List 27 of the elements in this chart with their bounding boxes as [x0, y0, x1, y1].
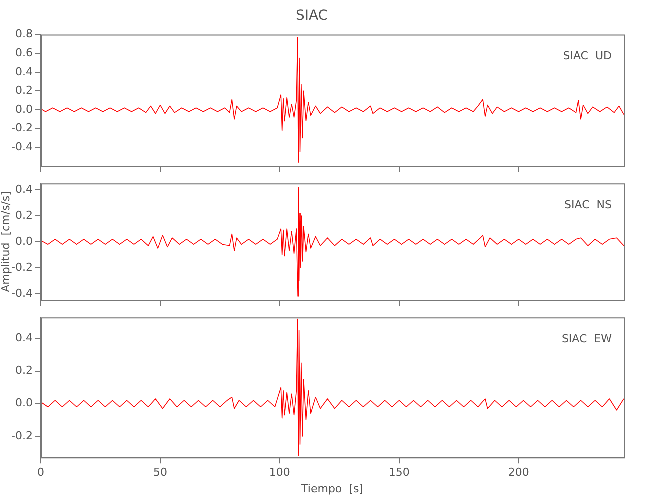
y-tick-label: 0.8 — [16, 28, 33, 41]
y-tick-label: -0.2 — [12, 260, 33, 274]
y-axis-title: Amplitud [cm/s/s] — [0, 192, 12, 292]
annotation: SIAC EW — [562, 332, 612, 346]
chart-title: SIAC — [296, 8, 328, 24]
x-tick-label: 150 — [388, 466, 410, 480]
x-tick-label: 100 — [269, 466, 290, 480]
x-tick-label: 0 — [38, 466, 44, 480]
y-tick-label: -0.2 — [12, 122, 33, 135]
y-tick-label: 0.0 — [16, 234, 33, 248]
y-tick-label: 0.2 — [16, 364, 33, 378]
y-tick-label: -0.4 — [12, 140, 33, 154]
x-tick-label: 200 — [508, 466, 530, 480]
y-tick-label: 0.4 — [16, 65, 33, 78]
annotation: SIAC UD — [563, 50, 612, 63]
y-tick-label: 0.0 — [16, 102, 33, 116]
y-tick-label: 0.4 — [16, 182, 33, 196]
y-tick-label: -0.4 — [12, 286, 33, 300]
y-tick-label: -0.2 — [12, 429, 33, 442]
x-tick-label: 50 — [153, 466, 168, 480]
annotation: SIAC NS — [564, 198, 612, 212]
x-axis-title: Tiempo [s] — [300, 482, 364, 496]
y-tick-label: 0.2 — [16, 84, 33, 98]
y-tick-label: 0.4 — [16, 332, 33, 345]
y-tick-label: 0.6 — [16, 46, 33, 60]
y-tick-label: 0.0 — [16, 396, 33, 410]
y-tick-label: 0.2 — [16, 208, 33, 222]
